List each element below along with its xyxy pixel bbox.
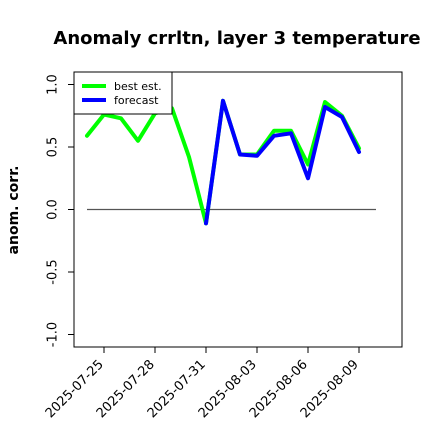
y-tick-label: 0.5 bbox=[46, 137, 61, 158]
legend-label: best est. bbox=[114, 80, 162, 93]
legend-box bbox=[73, 71, 173, 115]
y-tick-label: 0.0 bbox=[46, 199, 61, 220]
y-tick-label: -0.5 bbox=[46, 259, 61, 284]
y-tick-label: 1.0 bbox=[46, 74, 61, 95]
y-tick-label: -1.0 bbox=[46, 322, 61, 347]
chart-title: Anomaly crrltn, layer 3 temperature bbox=[53, 28, 420, 49]
y-axis-label: anom. corr. bbox=[6, 166, 22, 255]
series-line-forecast bbox=[204, 98, 361, 226]
legend-label: forecast bbox=[114, 94, 159, 107]
series-line-best-est bbox=[85, 98, 361, 226]
